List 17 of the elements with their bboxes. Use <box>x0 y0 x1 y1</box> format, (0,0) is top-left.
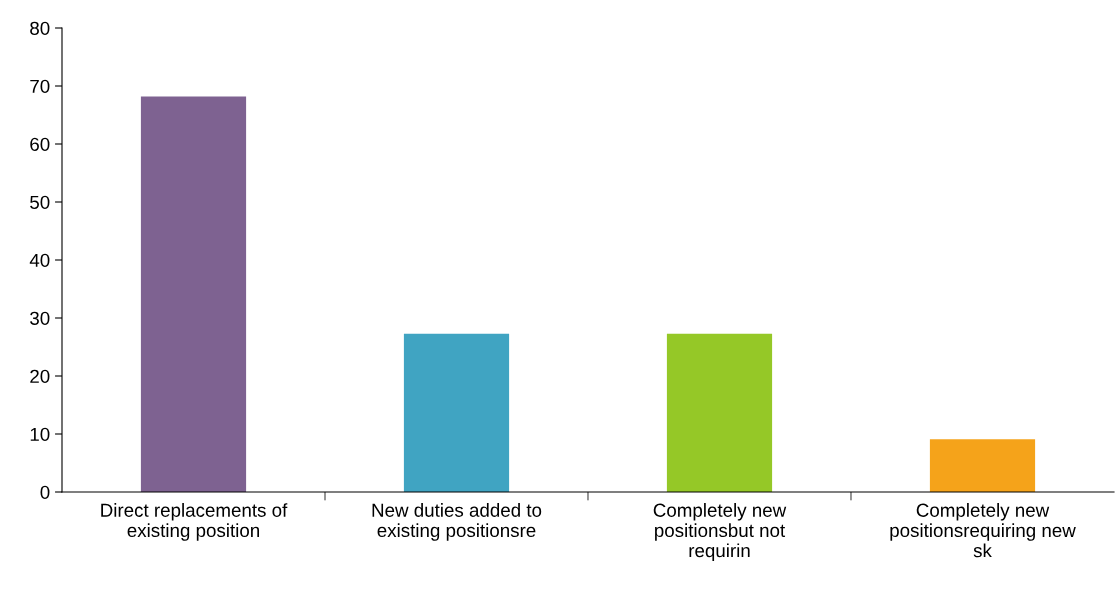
bar <box>403 333 510 492</box>
bar <box>140 96 247 492</box>
x-tick-label: Completely new positionsrequiring new sk <box>890 503 1076 558</box>
y-tick-label: 10 <box>30 427 50 441</box>
bar <box>929 439 1036 492</box>
y-tick-label: 70 <box>30 79 50 93</box>
y-tick-label: 0 <box>40 485 50 499</box>
y-tick-label: 50 <box>30 195 50 209</box>
x-tick-label: New duties added to existing positionsre <box>372 503 542 541</box>
bar <box>666 333 773 492</box>
y-tick-label: 40 <box>29 253 50 267</box>
y-tick-label: 20 <box>30 369 50 383</box>
x-tick-label: Completely new positionsbut not requirin <box>653 503 787 561</box>
y-tick-label: 80 <box>30 21 50 35</box>
x-tick-label: Direct replacements of existing position <box>101 503 288 541</box>
y-tick-label: 30 <box>30 311 50 325</box>
y-tick-label: 60 <box>30 137 50 151</box>
